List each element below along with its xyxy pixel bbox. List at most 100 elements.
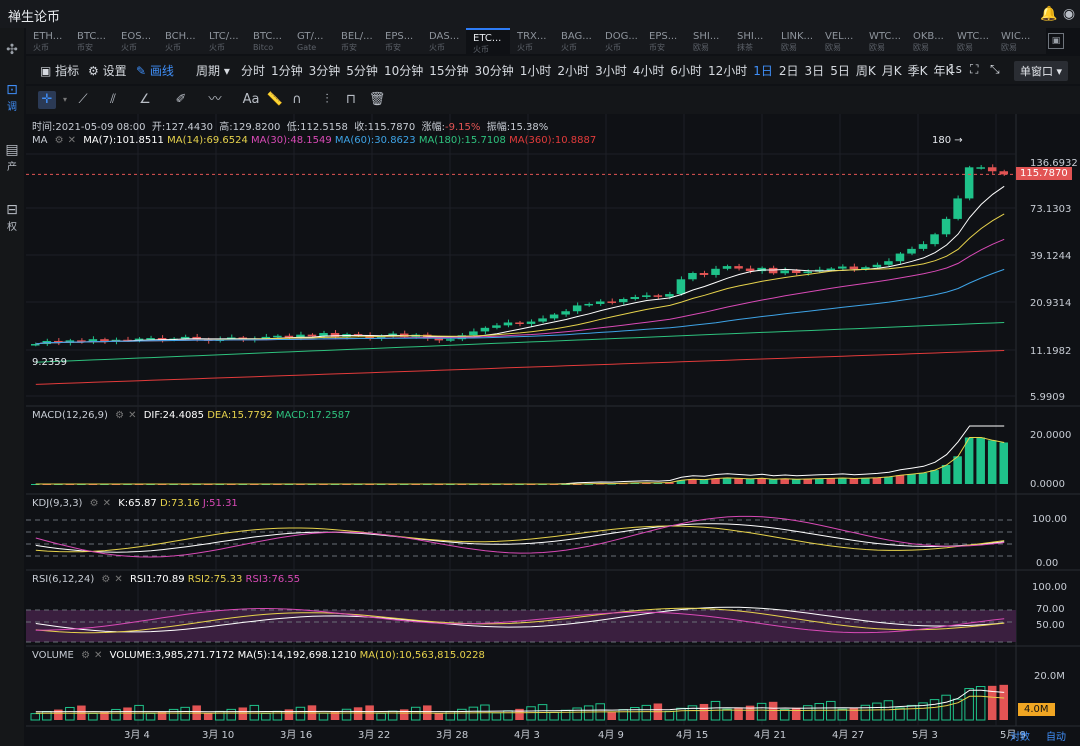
tab-13[interactable]: DOG... 火币 — [598, 28, 642, 54]
interval-9[interactable]: 3小时 — [595, 64, 627, 78]
interval-11[interactable]: 6小时 — [670, 64, 702, 78]
rsi-settings-icon[interactable]: ⚙ — [101, 574, 111, 585]
tab-17[interactable]: LINK... 欧易 — [774, 28, 818, 54]
candle — [492, 325, 501, 328]
crosshair-icon[interactable]: ✛ — [38, 91, 56, 109]
interval-17[interactable]: 周K — [855, 64, 876, 78]
tab-20[interactable]: OKB... 欧易 — [906, 28, 950, 54]
tab-8[interactable]: EPS... 币安 — [378, 28, 422, 54]
interval-13[interactable]: 1日 — [753, 64, 773, 78]
indicator-button[interactable]: ▣ 指标 — [40, 62, 79, 79]
rail-item-3[interactable]: ⊟ 权 — [6, 202, 18, 233]
ma-settings-icon[interactable]: ⚙ — [54, 135, 64, 146]
x-tick: 4月 9 — [598, 730, 624, 741]
interval-3[interactable]: 5分钟 — [346, 64, 378, 78]
interval-12[interactable]: 12小时 — [707, 64, 748, 78]
interval-4[interactable]: 10分钟 — [383, 64, 424, 78]
volume-ma10-text: MA(10):10,563,815.0228 — [359, 650, 485, 661]
kdj-settings-icon[interactable]: ⚙ — [89, 498, 99, 509]
shrink-icon[interactable]: ⤡ — [990, 62, 1000, 76]
ma-close-icon[interactable]: ✕ — [67, 135, 77, 146]
bell-icon[interactable]: 🔔 — [1040, 6, 1058, 22]
parallel-lines-icon[interactable]: ⫽ — [110, 92, 116, 107]
wave-icon[interactable]: 〰 — [208, 92, 222, 107]
candle — [88, 339, 98, 343]
interval-20[interactable]: 年K — [933, 64, 954, 78]
rail-item-2[interactable]: ▤ 产 — [5, 142, 19, 173]
auto-scale-toggle[interactable]: 自动 — [1046, 732, 1066, 743]
interval-5[interactable]: 15分钟 — [429, 64, 469, 78]
log-scale-toggle[interactable]: 对数 — [1010, 732, 1030, 743]
chart-area[interactable] — [26, 114, 1080, 746]
tab-14[interactable]: EPS... 币安 — [642, 28, 686, 54]
tab-18[interactable]: VEL... 欧易 — [818, 28, 862, 54]
volume-settings-icon[interactable]: ⚙ — [81, 650, 91, 661]
draw-button[interactable]: ✎ 画线 — [136, 62, 174, 79]
interval-1[interactable]: 1分钟 — [271, 64, 303, 78]
angle-icon[interactable]: ∠ — [139, 92, 151, 107]
settings-button[interactable]: ⚙ 设置 — [88, 62, 127, 79]
compass-icon[interactable]: ✣ — [6, 42, 18, 58]
tab-19[interactable]: WTC... 欧易 — [862, 28, 906, 54]
ruler-icon[interactable]: 📏 — [266, 92, 284, 107]
macd-bar — [895, 475, 905, 484]
ma180-text: MA(180):15.7108 — [418, 135, 506, 146]
volume-bar — [664, 710, 675, 721]
low-marker: 9.2359 — [32, 357, 67, 368]
period-dropdown[interactable]: 周期 ▾ — [196, 62, 230, 79]
rsi-close-icon[interactable]: ✕ — [114, 574, 123, 585]
tab-1[interactable]: BTC... 币安 — [70, 28, 114, 54]
tab-symbol: EOS... — [121, 31, 152, 42]
interval-2[interactable]: 3分钟 — [308, 64, 341, 78]
interval-10[interactable]: 4小时 — [632, 64, 665, 78]
trend-line-icon[interactable]: ⟋ — [78, 92, 88, 107]
tab-5[interactable]: BTC... Bitco — [246, 28, 290, 54]
tab-21[interactable]: WTC... 欧易 — [950, 28, 994, 54]
tab-3[interactable]: BCH... 火币 — [158, 28, 202, 54]
volume-bar — [837, 708, 848, 721]
lock-icon[interactable]: ⊓ — [345, 92, 357, 107]
tab-22[interactable]: WIC... 欧易 — [994, 28, 1038, 54]
tab-12[interactable]: BAG... 火币 — [554, 28, 598, 54]
interval-7[interactable]: 1小时 — [519, 64, 552, 78]
window-mode-dropdown[interactable]: 单窗口 ▾ — [1014, 61, 1069, 81]
kdj-close-icon[interactable]: ✕ — [102, 498, 112, 509]
interval-19[interactable]: 季K — [907, 64, 928, 78]
tab-6[interactable]: GT/... Gate — [290, 28, 334, 54]
tab-7[interactable]: BEL/... 币安 — [334, 28, 378, 54]
tab-4[interactable]: LTC/... 火币 — [202, 28, 246, 54]
candle — [987, 167, 997, 172]
magnet-icon[interactable]: ∩ — [292, 92, 302, 107]
user-icon[interactable]: ◉ — [1062, 6, 1076, 22]
tab-11[interactable]: TRX... 火币 — [510, 28, 554, 54]
volume-close-icon[interactable]: ✕ — [94, 650, 103, 661]
tab-15[interactable]: SHI... 欧易 — [686, 28, 730, 54]
tab-2[interactable]: EOS... 火币 — [114, 28, 158, 54]
interval-18[interactable]: 月K — [881, 64, 902, 78]
interval-15[interactable]: 3日 — [804, 64, 825, 78]
rail-item-1[interactable]: ⊡ 调 — [6, 82, 18, 113]
interval-6[interactable]: 30分钟 — [474, 64, 514, 78]
candle — [757, 267, 766, 272]
tab-16[interactable]: SHI... 抹茶 — [730, 28, 774, 54]
seconds-button[interactable]: 1s — [948, 62, 962, 76]
tab-0[interactable]: ETH... 火币 — [26, 28, 70, 54]
text-tool-button[interactable]: Aa — [242, 92, 260, 107]
change-text: -9.15% — [445, 122, 481, 133]
macd-close-icon[interactable]: ✕ — [128, 410, 137, 421]
interval-14[interactable]: 2日 — [778, 64, 799, 78]
candle — [665, 294, 674, 297]
tab-10[interactable]: ETC... 火币 — [466, 28, 510, 54]
fullscreen-icon[interactable]: ⛶ — [970, 62, 979, 76]
add-tab-icon[interactable]: ▣ — [1048, 33, 1064, 49]
interval-0[interactable]: 分时 — [241, 64, 266, 78]
bars-icon[interactable]: ⫶ — [325, 92, 329, 107]
interval-8[interactable]: 2小时 — [557, 64, 590, 78]
pen-icon[interactable]: ✐ — [175, 92, 187, 107]
caret-down-icon: ▾ — [223, 64, 230, 78]
caret-icon[interactable]: ▾ — [62, 95, 67, 104]
interval-16[interactable]: 5日 — [830, 64, 850, 78]
trash-icon[interactable]: 🗑 — [368, 92, 386, 107]
tab-9[interactable]: DAS... 火币 — [422, 28, 466, 54]
macd-settings-icon[interactable]: ⚙ — [115, 410, 125, 421]
